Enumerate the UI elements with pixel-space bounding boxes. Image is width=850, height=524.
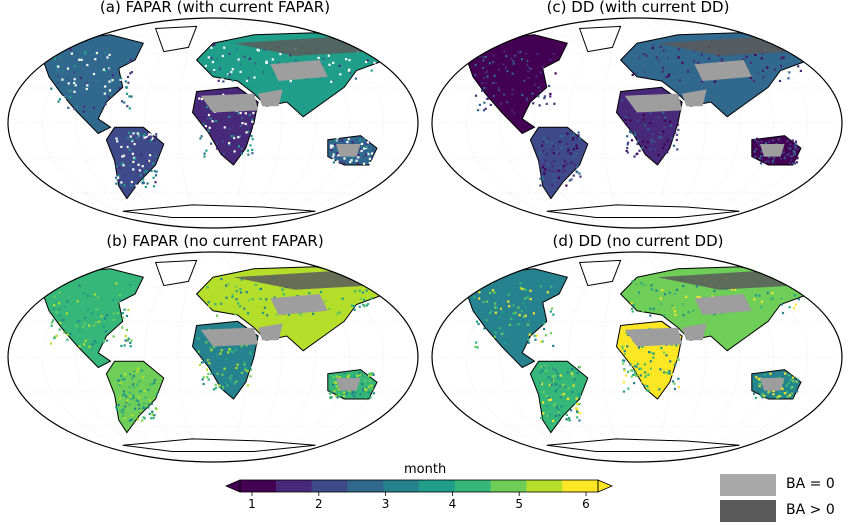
colorbar-label: month [404, 462, 447, 477]
colorbar-segment [347, 480, 384, 492]
graticule-meridian [110, 252, 316, 462]
colorbar-tick-label: 5 [515, 497, 524, 511]
graticule-meridian [76, 252, 350, 462]
graticule-meridian [144, 18, 282, 228]
boreal-region [657, 36, 793, 56]
graticule-meridian [534, 18, 740, 228]
panel-b-title: (b) FAPAR (no current FAPAR) [106, 232, 324, 250]
colorbar-tick-label: 4 [448, 497, 457, 511]
continent-greenland [578, 25, 622, 53]
desert-region [682, 323, 707, 341]
continent-samerica [529, 360, 589, 434]
desert-region [200, 327, 259, 347]
continent-antarctica [122, 438, 316, 452]
colorbar-segment [311, 480, 348, 492]
graticule-meridian [465, 252, 809, 462]
legend-swatch-ba-zero [720, 474, 776, 496]
colorbar-frame [239, 479, 599, 493]
desert-region [624, 327, 683, 347]
map-border [431, 17, 843, 229]
map-panel-c [431, 17, 843, 229]
continent-namerica [40, 34, 145, 135]
desert-region [624, 93, 683, 113]
colorbar-segment [526, 480, 563, 492]
colorbar-min-arrow [224, 479, 241, 493]
colorbar-tick-label: 2 [314, 497, 323, 511]
map-border [431, 251, 843, 463]
boreal-region [233, 270, 369, 290]
legend-label-ba-zero: BA = 0 [786, 476, 835, 492]
continent-greenland [578, 259, 622, 287]
panel-d-title: (d) DD (no current DD) [552, 232, 724, 250]
desert-region [258, 89, 283, 107]
map-panel-b [7, 251, 419, 463]
continent-greenland [154, 259, 198, 287]
panel-a-title: (a) FAPAR (with current FAPAR) [99, 0, 331, 16]
graticule-meridian [534, 252, 740, 462]
map-border [7, 17, 419, 229]
colorbar-tick-label: 6 [582, 497, 590, 511]
graticule-meridian [500, 252, 774, 462]
desert-region [270, 294, 328, 315]
colorbar-segment [490, 480, 527, 492]
boreal-region [233, 36, 369, 56]
graticule-meridian [110, 18, 316, 228]
desert-region [336, 378, 361, 391]
colorbar-segment [562, 480, 599, 492]
colorbar-tick-label: 1 [248, 497, 256, 511]
colorbar-segment [383, 480, 420, 492]
continent-antarctica [546, 438, 740, 452]
colorbar-max-arrow [597, 479, 614, 493]
boreal-region [657, 270, 793, 290]
colorbar-segment [275, 480, 313, 492]
colorbar-tick-label: 3 [381, 497, 390, 511]
desert-region [694, 294, 752, 315]
graticule-meridian [465, 18, 809, 228]
legend-label-ba-positive: BA > 0 [786, 502, 835, 518]
panel-c-title: (c) DD (with current DD) [546, 0, 730, 16]
colorbar-segment [419, 480, 456, 492]
continent-greenland [154, 25, 198, 53]
graticule-meridian [144, 252, 282, 462]
graticule-meridian [76, 18, 350, 228]
graticule-meridian [41, 18, 385, 228]
legend-swatch-ba-positive [720, 500, 776, 522]
colorbar-segment [240, 480, 277, 492]
desert-region [270, 60, 328, 81]
continent-namerica [464, 34, 569, 135]
continent-antarctica [122, 204, 316, 218]
map-border [7, 251, 419, 463]
graticule-meridian [500, 18, 774, 228]
desert-region [760, 144, 785, 157]
map-panel-d [431, 251, 843, 463]
colorbar-segment [454, 480, 492, 492]
graticule-meridian [41, 252, 385, 462]
desert-region [682, 89, 707, 107]
desert-region [694, 60, 752, 81]
continent-antarctica [546, 204, 740, 218]
continent-samerica [105, 126, 165, 200]
map-panel-a [7, 17, 419, 229]
desert-region [258, 323, 283, 341]
desert-region [336, 144, 361, 157]
desert-region [200, 93, 259, 113]
desert-region [760, 378, 785, 391]
